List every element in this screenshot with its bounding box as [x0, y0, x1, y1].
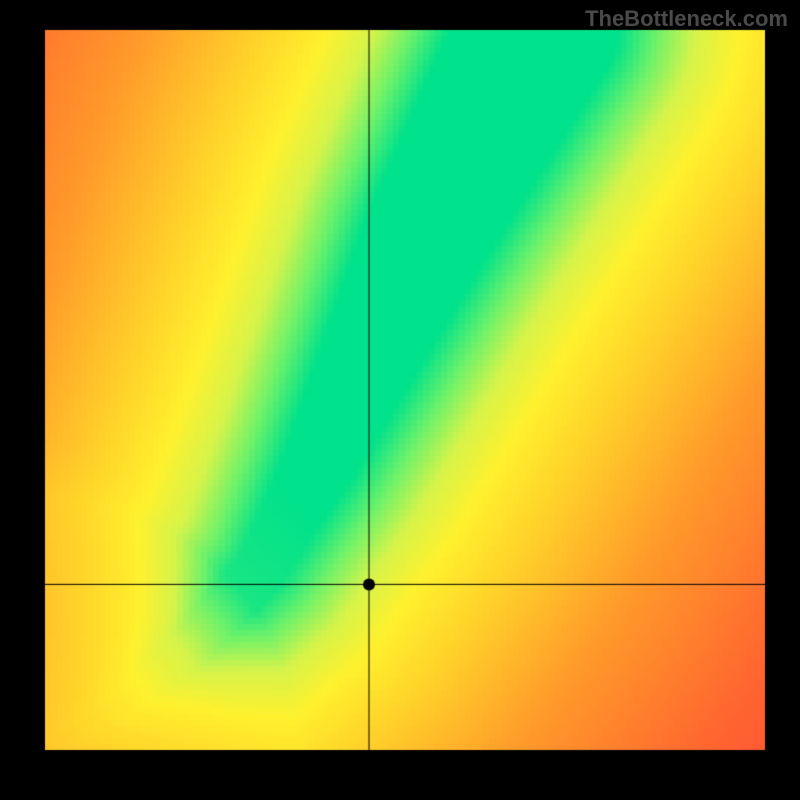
bottleneck-heatmap [0, 0, 800, 800]
watermark-text: TheBottleneck.com [585, 6, 788, 32]
